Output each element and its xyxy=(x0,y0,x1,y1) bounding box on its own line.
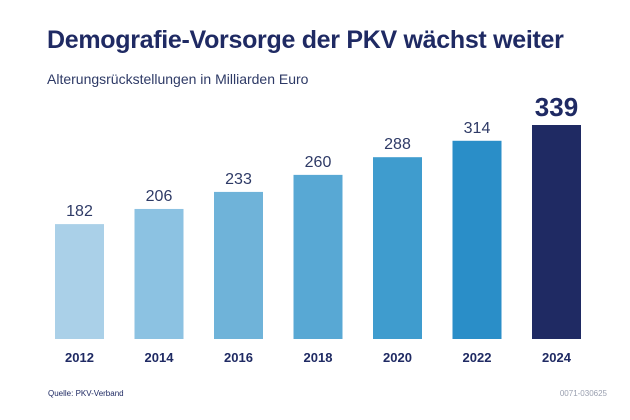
value-label-2020: 288 xyxy=(384,136,411,153)
value-label-2018: 260 xyxy=(305,154,332,171)
x-tick-2012: 2012 xyxy=(65,350,94,365)
value-label-2024: 339 xyxy=(535,92,578,122)
bar-2016 xyxy=(214,191,263,339)
source-note: Quelle: PKV-Verband xyxy=(48,389,124,398)
value-label-2014: 206 xyxy=(146,188,173,205)
x-tick-2022: 2022 xyxy=(463,350,492,365)
x-tick-2018: 2018 xyxy=(304,350,333,365)
bar-2012 xyxy=(55,224,104,339)
chart-code: 0071-030625 xyxy=(559,389,607,398)
value-label-2016: 233 xyxy=(225,171,252,188)
x-tick-2020: 2020 xyxy=(383,350,412,365)
bar-2020 xyxy=(373,157,422,339)
x-tick-2014: 2014 xyxy=(145,350,175,365)
bar-2022 xyxy=(452,140,502,339)
value-label-2012: 182 xyxy=(66,203,93,220)
bar-2018 xyxy=(293,174,343,339)
x-tick-2024: 2024 xyxy=(542,350,572,365)
chart-subtitle: Alterungsrückstellungen in Milliarden Eu… xyxy=(47,71,309,87)
chart-title: Demografie-Vorsorge der PKV wächst weite… xyxy=(47,26,564,54)
value-label-2022: 314 xyxy=(464,120,491,137)
bar-2014 xyxy=(134,208,184,339)
bar-2024 xyxy=(532,125,581,339)
x-tick-2016: 2016 xyxy=(224,350,253,365)
